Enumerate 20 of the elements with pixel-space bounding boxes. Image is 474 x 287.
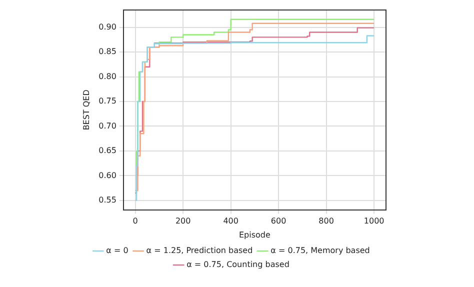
legend-label: α = 0: [106, 246, 128, 256]
legend-label: α = 1.25, Prediction based: [146, 246, 253, 256]
y-tick-label: 0.85: [98, 47, 116, 56]
x-tick-label: 0: [132, 216, 138, 226]
legend-label: α = 0.75, Counting based: [186, 260, 290, 270]
x-axis-title: Episode: [238, 230, 270, 240]
x-tick-label: 600: [270, 216, 286, 226]
x-tick-label: 400: [223, 216, 238, 226]
y-tick-label: 0.75: [98, 96, 116, 106]
y-axis-title: BEST QED: [82, 90, 91, 130]
x-tick-label: 200: [175, 216, 191, 226]
x-tick-label: 1000: [364, 216, 384, 226]
x-tick-label: 800: [318, 216, 334, 226]
y-tick-label: 0.55: [98, 195, 116, 204]
legend-label: α = 0.75, Memory based: [270, 246, 370, 256]
y-tick-label: 0.90: [98, 22, 116, 32]
y-tick-label: 0.65: [98, 146, 116, 156]
y-tick-label: 0.80: [98, 72, 116, 81]
y-tick-label: 0.60: [98, 170, 116, 180]
y-tick-label: 0.70: [98, 121, 116, 130]
